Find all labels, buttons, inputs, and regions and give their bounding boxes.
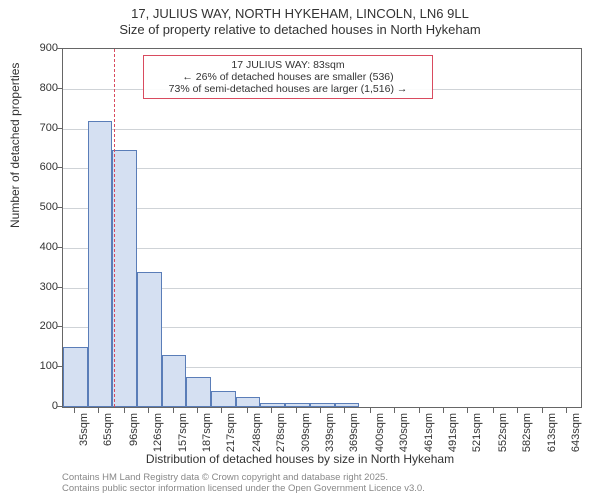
y-tick-label: 600: [18, 161, 58, 173]
y-tick-mark: [57, 167, 62, 168]
y-tick-mark: [57, 88, 62, 89]
x-tick-mark: [148, 408, 149, 413]
gridline: [63, 168, 581, 169]
x-tick-label: 309sqm: [300, 413, 312, 463]
histogram-bar: [211, 391, 236, 407]
gridline: [63, 248, 581, 249]
footer-line-2: Contains public sector information licen…: [62, 483, 425, 494]
y-tick-label: 800: [18, 82, 58, 94]
x-tick-label: 96sqm: [128, 413, 140, 463]
y-tick-mark: [57, 326, 62, 327]
annotation-line: 73% of semi-detached houses are larger (…: [150, 83, 426, 95]
y-tick-mark: [57, 247, 62, 248]
x-tick-label: 369sqm: [348, 413, 360, 463]
x-tick-mark: [419, 408, 420, 413]
x-tick-mark: [394, 408, 395, 413]
x-tick-label: 248sqm: [251, 413, 263, 463]
y-tick-mark: [57, 207, 62, 208]
x-tick-mark: [197, 408, 198, 413]
annotation-line: 17 JULIUS WAY: 83sqm: [150, 59, 426, 71]
gridline: [63, 129, 581, 130]
histogram-bar: [186, 377, 211, 407]
y-tick-label: 0: [18, 400, 58, 412]
x-tick-label: 613sqm: [546, 413, 558, 463]
x-tick-label: 65sqm: [102, 413, 114, 463]
y-tick-label: 300: [18, 281, 58, 293]
x-tick-mark: [566, 408, 567, 413]
x-tick-label: 126sqm: [152, 413, 164, 463]
plot-area: 17 JULIUS WAY: 83sqm← 26% of detached ho…: [62, 48, 582, 408]
y-tick-mark: [57, 406, 62, 407]
x-tick-mark: [320, 408, 321, 413]
histogram-bar: [63, 347, 88, 407]
x-tick-mark: [221, 408, 222, 413]
y-tick-label: 900: [18, 42, 58, 54]
x-tick-mark: [443, 408, 444, 413]
x-tick-mark: [542, 408, 543, 413]
x-tick-mark: [296, 408, 297, 413]
x-tick-mark: [344, 408, 345, 413]
x-tick-label: 582sqm: [521, 413, 533, 463]
y-tick-label: 700: [18, 122, 58, 134]
histogram-bar: [310, 403, 335, 407]
x-tick-mark: [173, 408, 174, 413]
x-tick-mark: [74, 408, 75, 413]
y-tick-mark: [57, 366, 62, 367]
title-line-2: Size of property relative to detached ho…: [0, 22, 600, 38]
x-tick-label: 278sqm: [275, 413, 287, 463]
annotation-box: 17 JULIUS WAY: 83sqm← 26% of detached ho…: [143, 55, 433, 99]
marker-line: [114, 49, 115, 407]
histogram-bar: [112, 150, 137, 407]
x-tick-label: 491sqm: [447, 413, 459, 463]
histogram-bar: [137, 272, 162, 407]
footer: Contains HM Land Registry data © Crown c…: [62, 472, 425, 495]
x-tick-label: 217sqm: [225, 413, 237, 463]
x-tick-mark: [517, 408, 518, 413]
x-tick-label: 461sqm: [423, 413, 435, 463]
footer-line-1: Contains HM Land Registry data © Crown c…: [62, 472, 425, 483]
x-tick-mark: [370, 408, 371, 413]
x-tick-label: 430sqm: [398, 413, 410, 463]
histogram-bar: [236, 397, 261, 407]
y-tick-label: 400: [18, 241, 58, 253]
y-tick-label: 500: [18, 201, 58, 213]
x-tick-mark: [124, 408, 125, 413]
x-tick-label: 35sqm: [78, 413, 90, 463]
x-tick-label: 157sqm: [177, 413, 189, 463]
histogram-bar: [285, 403, 310, 407]
gridline: [63, 208, 581, 209]
histogram-bar: [260, 403, 285, 407]
x-tick-label: 552sqm: [497, 413, 509, 463]
x-tick-mark: [467, 408, 468, 413]
x-tick-label: 521sqm: [471, 413, 483, 463]
annotation-line: ← 26% of detached houses are smaller (53…: [150, 71, 426, 83]
y-tick-mark: [57, 48, 62, 49]
histogram-bar: [162, 355, 187, 407]
y-tick-mark: [57, 128, 62, 129]
x-tick-label: 643sqm: [570, 413, 582, 463]
x-tick-label: 400sqm: [374, 413, 386, 463]
x-tick-mark: [271, 408, 272, 413]
title-line-1: 17, JULIUS WAY, NORTH HYKEHAM, LINCOLN, …: [0, 0, 600, 22]
x-tick-mark: [98, 408, 99, 413]
histogram-bar: [88, 121, 113, 407]
chart-container: 17, JULIUS WAY, NORTH HYKEHAM, LINCOLN, …: [0, 0, 600, 500]
histogram-bar: [335, 403, 360, 407]
x-tick-mark: [247, 408, 248, 413]
y-tick-mark: [57, 287, 62, 288]
x-tick-label: 187sqm: [201, 413, 213, 463]
y-tick-label: 200: [18, 320, 58, 332]
x-tick-label: 339sqm: [324, 413, 336, 463]
y-tick-label: 100: [18, 360, 58, 372]
x-tick-mark: [493, 408, 494, 413]
